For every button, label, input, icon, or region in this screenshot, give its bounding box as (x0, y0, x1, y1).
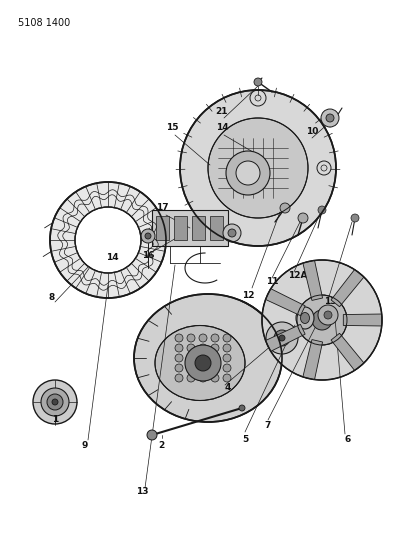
Text: 2: 2 (158, 440, 164, 449)
Circle shape (223, 364, 231, 372)
Circle shape (321, 109, 339, 127)
Circle shape (47, 394, 63, 410)
Circle shape (180, 90, 336, 246)
Polygon shape (331, 270, 364, 306)
Circle shape (239, 405, 245, 411)
Circle shape (318, 206, 326, 214)
Circle shape (312, 310, 332, 330)
Circle shape (187, 344, 195, 352)
Text: 7: 7 (265, 421, 271, 430)
Circle shape (199, 334, 207, 342)
Circle shape (297, 295, 347, 345)
Circle shape (254, 78, 262, 86)
Ellipse shape (296, 307, 314, 329)
Circle shape (199, 344, 207, 352)
Polygon shape (331, 333, 364, 370)
Circle shape (50, 182, 166, 298)
Bar (156, 216, 169, 240)
Text: 14: 14 (216, 124, 228, 133)
Polygon shape (343, 314, 382, 326)
Text: 15: 15 (166, 124, 178, 133)
Circle shape (223, 224, 241, 242)
Text: 12: 12 (242, 290, 254, 300)
Bar (174, 216, 187, 240)
Polygon shape (303, 261, 323, 301)
Circle shape (175, 364, 183, 372)
Text: 4: 4 (225, 384, 231, 392)
Polygon shape (266, 325, 305, 351)
Circle shape (141, 229, 155, 243)
Circle shape (223, 344, 231, 352)
Circle shape (175, 334, 183, 342)
Circle shape (199, 354, 207, 362)
Text: 13: 13 (136, 488, 148, 497)
Circle shape (326, 114, 334, 122)
Circle shape (208, 118, 308, 218)
Text: 14: 14 (106, 254, 118, 262)
Circle shape (279, 335, 285, 341)
Circle shape (351, 214, 359, 222)
Circle shape (175, 354, 183, 362)
Circle shape (52, 399, 58, 405)
Circle shape (236, 161, 260, 185)
Circle shape (175, 344, 183, 352)
Circle shape (280, 203, 290, 213)
Text: 5: 5 (242, 435, 248, 445)
Circle shape (318, 305, 338, 325)
Circle shape (211, 344, 219, 352)
Polygon shape (266, 289, 305, 316)
Circle shape (199, 374, 207, 382)
Circle shape (145, 233, 151, 239)
Circle shape (228, 229, 236, 237)
Circle shape (187, 364, 195, 372)
Circle shape (223, 374, 231, 382)
Text: 16: 16 (142, 251, 154, 260)
Circle shape (187, 354, 195, 362)
Text: 11: 11 (266, 278, 278, 287)
Circle shape (298, 213, 308, 223)
Bar (192, 216, 205, 240)
Polygon shape (303, 340, 323, 379)
Circle shape (223, 334, 231, 342)
Circle shape (41, 388, 69, 416)
Bar (152, 210, 228, 246)
Ellipse shape (134, 294, 282, 422)
Circle shape (274, 330, 290, 346)
Circle shape (75, 207, 141, 273)
Text: 9: 9 (82, 440, 88, 449)
Circle shape (187, 334, 195, 342)
Text: 21: 21 (216, 108, 228, 117)
Circle shape (175, 374, 183, 382)
Circle shape (195, 355, 211, 371)
Text: 8: 8 (49, 294, 55, 303)
Circle shape (199, 364, 207, 372)
Text: 10: 10 (306, 127, 318, 136)
Circle shape (185, 345, 221, 381)
Text: 12A: 12A (288, 271, 308, 279)
Circle shape (211, 354, 219, 362)
Circle shape (226, 151, 270, 195)
Circle shape (223, 354, 231, 362)
Circle shape (211, 374, 219, 382)
Ellipse shape (155, 326, 245, 400)
Text: 5108 1400: 5108 1400 (18, 18, 70, 28)
Circle shape (324, 311, 332, 319)
Text: 13: 13 (324, 297, 336, 306)
Circle shape (33, 380, 77, 424)
Circle shape (262, 260, 382, 380)
Circle shape (147, 430, 157, 440)
Bar (210, 216, 223, 240)
Text: 17: 17 (156, 204, 169, 213)
Circle shape (187, 374, 195, 382)
Circle shape (211, 334, 219, 342)
Text: 1: 1 (52, 416, 58, 424)
Ellipse shape (301, 312, 310, 324)
Circle shape (266, 322, 298, 354)
Text: 3: 3 (185, 360, 191, 369)
Circle shape (211, 364, 219, 372)
Text: 6: 6 (345, 435, 351, 445)
